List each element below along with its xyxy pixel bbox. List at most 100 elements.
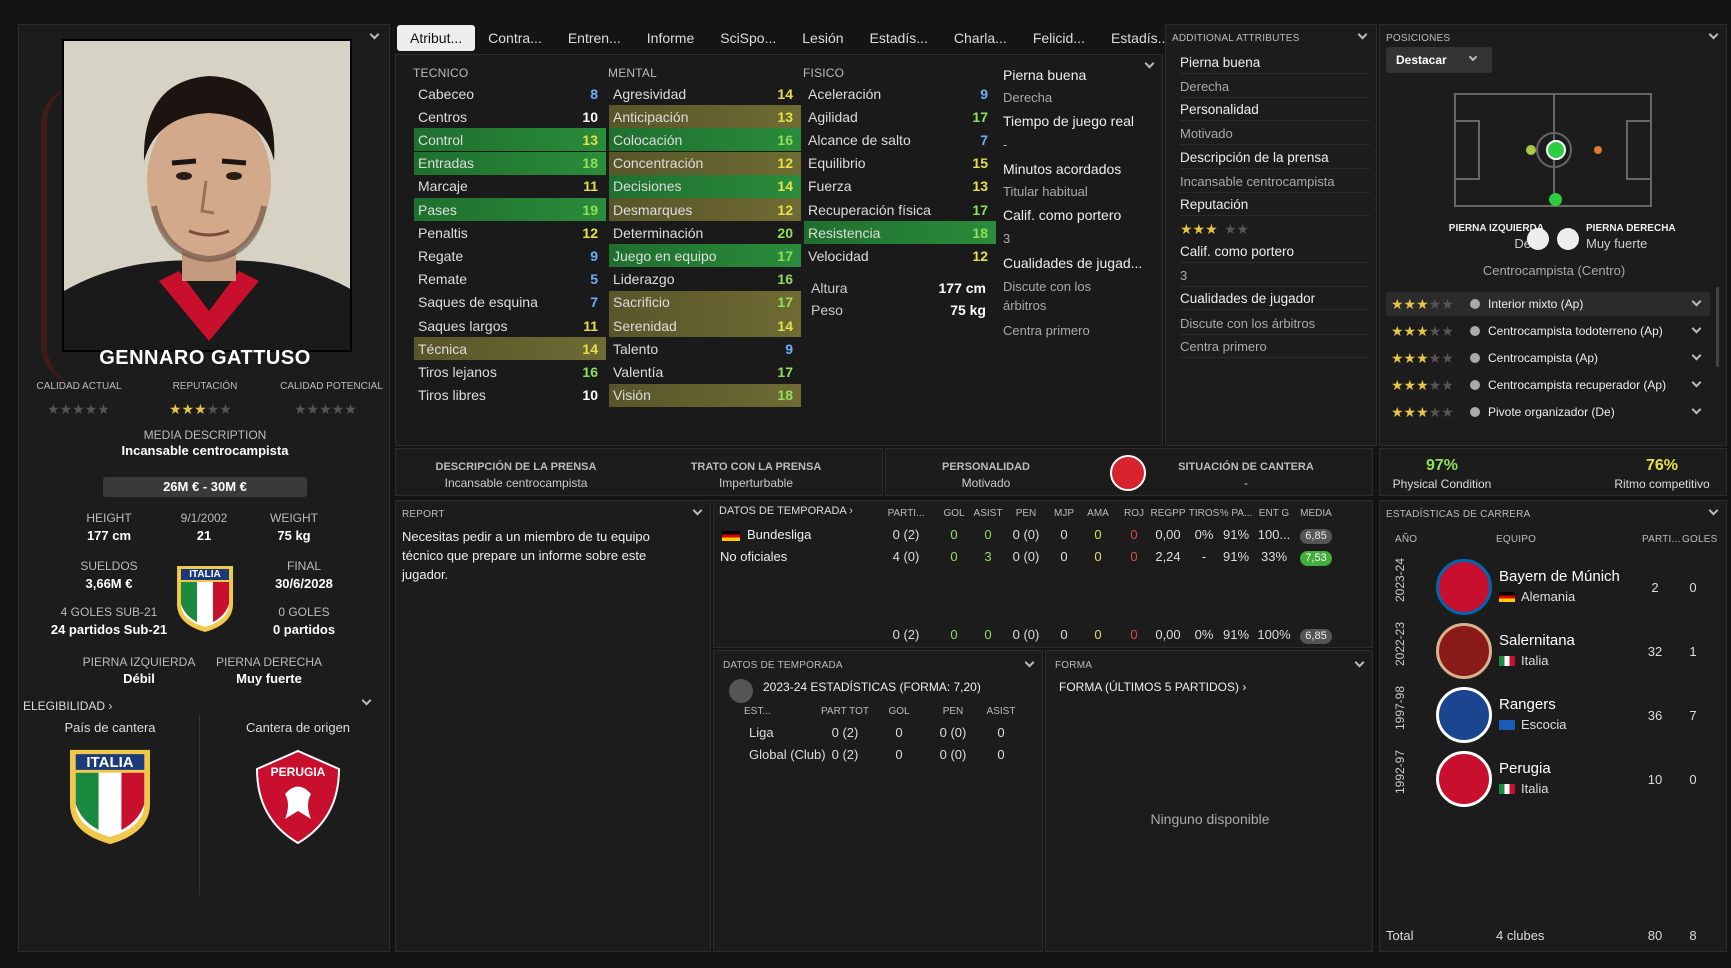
role-chevron-icon[interactable]: [1691, 404, 1702, 414]
attr-row-mental[interactable]: Talento 9: [609, 337, 801, 360]
attr-row-tecnico[interactable]: Penaltis 12: [414, 221, 606, 244]
tab-1[interactable]: Contra...: [488, 30, 542, 46]
info-icon[interactable]: [1470, 353, 1480, 363]
highlight-button[interactable]: Destacar: [1386, 47, 1492, 73]
eligibility-chevron-icon[interactable]: [361, 695, 372, 706]
attr-row-fisico[interactable]: Equilibrio 15: [804, 152, 996, 175]
attr-row-mental[interactable]: Serenidad 14: [609, 314, 801, 337]
role-row[interactable]: ★★★★★ Centrocampista recuperador (Ap): [1386, 373, 1710, 397]
role-row[interactable]: ★★★★★ Pivote organizador (De): [1386, 400, 1710, 424]
attr-row-tecnico[interactable]: Remate 5: [414, 268, 606, 291]
position-dot-mr[interactable]: [1549, 193, 1562, 206]
attr-row-tecnico[interactable]: Marcaje 11: [414, 175, 606, 198]
tab-0[interactable]: Atribut...: [397, 25, 476, 51]
role-chevron-icon[interactable]: [1691, 323, 1702, 333]
attr-row-mental[interactable]: Juego en equipo 17: [609, 244, 801, 268]
attr-row-fisico[interactable]: Velocidad 12: [804, 244, 996, 267]
career-team[interactable]: Salernitana: [1499, 632, 1575, 649]
role-row[interactable]: ★★★★★ Centrocampista todoterreno (Ap): [1386, 319, 1710, 343]
season-total-cell: 100%: [1257, 627, 1291, 642]
info-value: Titular habitual: [1003, 184, 1088, 199]
role-chevron-icon[interactable]: [1691, 350, 1702, 360]
season-stats-title[interactable]: DATOS DE TEMPORADA ›: [719, 505, 853, 517]
season-summary-chevron-icon[interactable]: [1024, 657, 1035, 668]
position-dot-amc[interactable]: [1594, 146, 1602, 154]
profile-chevron-icon[interactable]: [369, 29, 380, 40]
attr-row-mental[interactable]: Decisiones 14: [609, 174, 801, 198]
attr-row-mental[interactable]: Determinación 20: [609, 221, 801, 244]
tab-6[interactable]: Estadís...: [869, 30, 928, 46]
career-col-team: EQUIPO: [1496, 534, 1537, 545]
roles-scrollbar[interactable]: [1716, 287, 1719, 367]
attr-row-tecnico[interactable]: Regate 9: [414, 244, 606, 267]
attr-row-tecnico[interactable]: Cabeceo 8: [414, 82, 606, 105]
info-icon[interactable]: [1470, 299, 1480, 309]
attr-row-mental[interactable]: Sacrificio 17: [609, 290, 801, 314]
attr-row-mental[interactable]: Visión 18: [609, 383, 801, 407]
u21-games: 24 partidos Sub-21: [50, 622, 168, 637]
season-total-cell: 0: [1130, 627, 1138, 642]
attr-row-fisico[interactable]: Agilidad 17: [804, 105, 996, 128]
position-dot-mc[interactable]: [1546, 140, 1566, 160]
info-value: árbitros: [1003, 298, 1047, 313]
personality-icon[interactable]: [1110, 455, 1146, 491]
season2-cell: 0: [895, 725, 903, 740]
season-row-name[interactable]: Bundesliga: [747, 527, 812, 542]
value-range-badge: 26M € - 30M €: [103, 477, 307, 497]
attr-row-tecnico[interactable]: Centros 10: [414, 105, 606, 128]
report-chevron-icon[interactable]: [692, 505, 703, 516]
season-stats-panel: DATOS DE TEMPORADA › PARTI... GOL ASIST PEN…: [713, 500, 1373, 648]
career-team[interactable]: Bayern de Múnich: [1499, 568, 1620, 585]
tab-7[interactable]: Charla...: [953, 30, 1007, 46]
role-row[interactable]: ★★★★★ Centrocampista (Ap): [1386, 346, 1710, 370]
attr-row-tecnico[interactable]: Tiros libres 10: [414, 384, 606, 407]
attr-row-tecnico[interactable]: Técnica 14: [414, 337, 606, 361]
career-team[interactable]: Perugia: [1499, 760, 1551, 777]
attr-row-mental[interactable]: Desmarques 12: [609, 198, 801, 221]
role-chevron-icon[interactable]: [1691, 377, 1702, 387]
info-icon[interactable]: [1470, 407, 1480, 417]
tab-9[interactable]: Estadís...: [1110, 30, 1170, 46]
attr-row-fisico[interactable]: Alcance de salto 7: [804, 128, 996, 151]
position-dot-dmc[interactable]: [1526, 145, 1536, 155]
info-icon[interactable]: [1470, 380, 1480, 390]
attr-row-tecnico[interactable]: Control 13: [414, 128, 606, 152]
attr-row-mental[interactable]: Valentía 17: [609, 360, 801, 383]
attr-row-tecnico[interactable]: Saques de esquina 7: [414, 291, 606, 314]
attr-row-fisico[interactable]: Aceleración 9: [804, 82, 996, 105]
attr-row-fisico[interactable]: Fuerza 13: [804, 175, 996, 198]
attr-value: 17: [972, 108, 988, 125]
attr-row-mental[interactable]: Concentración 12: [609, 151, 801, 175]
attr-row-mental[interactable]: Anticipación 13: [609, 105, 801, 129]
eligibility-link[interactable]: ELEGIBILIDAD ›: [23, 699, 113, 713]
info-icon[interactable]: [1470, 326, 1480, 336]
attr-row-tecnico[interactable]: Saques largos 11: [414, 314, 606, 337]
career-team[interactable]: Rangers: [1499, 696, 1556, 713]
season-row-name[interactable]: No oficiales: [720, 549, 788, 564]
attr-row-mental[interactable]: Agresividad 14: [609, 82, 801, 105]
positions-chevron-icon[interactable]: [1708, 29, 1719, 40]
info-label: Calif. como portero: [1003, 207, 1122, 223]
country-flag-icon: [1499, 592, 1515, 602]
attr-row-mental[interactable]: Liderazgo 16: [609, 268, 801, 291]
attr-name: Cabeceo: [418, 85, 475, 102]
tab-3[interactable]: Informe: [646, 30, 695, 46]
tab-2[interactable]: Entren...: [567, 30, 621, 46]
attr-row-tecnico[interactable]: Pases 19: [414, 198, 606, 221]
form-chevron-icon[interactable]: [1354, 657, 1365, 668]
additional-chevron-icon[interactable]: [1357, 29, 1368, 40]
role-chevron-icon[interactable]: [1691, 296, 1702, 306]
role-row[interactable]: ★★★★★ Interior mixto (Ap): [1386, 292, 1710, 316]
tab-5[interactable]: Lesión: [802, 30, 844, 46]
attr-row-fisico[interactable]: Recuperación física 17: [804, 198, 996, 221]
attr-row-fisico[interactable]: Resistencia 18: [804, 221, 996, 245]
form-subtitle-link[interactable]: FORMA (ÚLTIMOS 5 PARTIDOS) ›: [1059, 680, 1247, 694]
attr-row-mental[interactable]: Colocación 16: [609, 128, 801, 152]
attr-row-tecnico[interactable]: Tiros lejanos 16: [414, 360, 606, 383]
role-star-filled: ★★★: [1391, 403, 1429, 420]
tab-8[interactable]: Felicid...: [1032, 30, 1085, 46]
attr-row-tecnico[interactable]: Entradas 18: [414, 151, 606, 175]
attr-value: 15: [972, 155, 988, 172]
career-chevron-icon[interactable]: [1708, 505, 1719, 516]
tab-4[interactable]: SciSpo...: [720, 30, 777, 46]
